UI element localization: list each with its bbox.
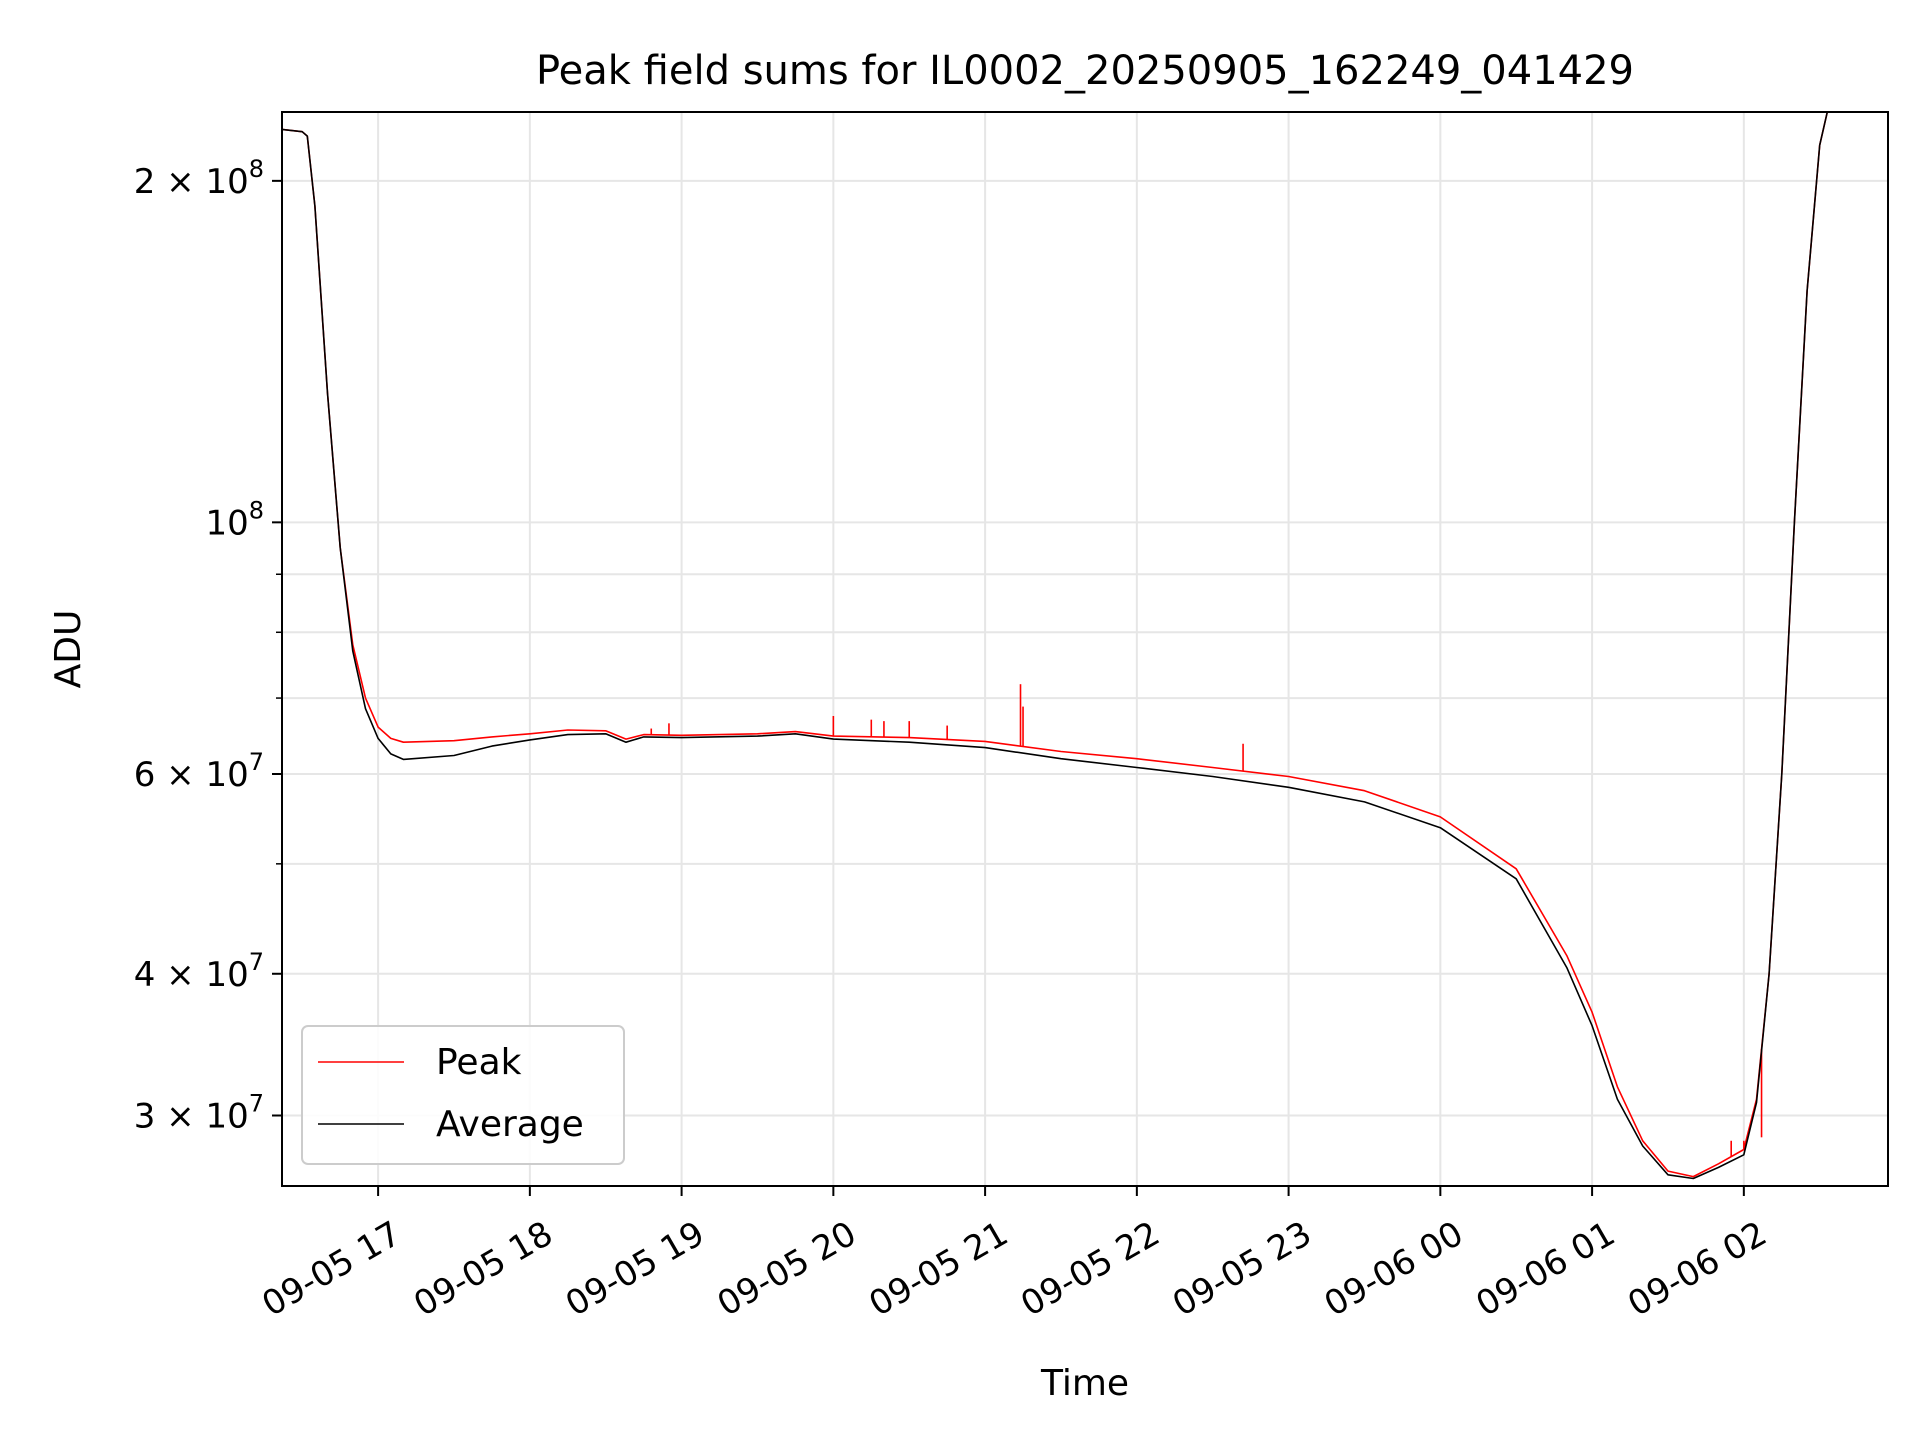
chart-title: Peak field sums for IL0002_20250905_1622…: [536, 48, 1634, 94]
legend: Peak Average: [301, 1025, 625, 1165]
grid: [282, 112, 1888, 1186]
plot-frame: [281, 111, 1889, 1187]
y-tick-label: 3 × 107: [134, 1089, 264, 1136]
series-layer: [282, 112, 1829, 1180]
legend-box: [301, 1025, 625, 1165]
x-axis-label: Time: [1040, 1363, 1129, 1404]
y-axis-label: ADU: [48, 610, 89, 689]
legend-label-average: Average: [436, 1104, 584, 1145]
y-tick-label: 4 × 107: [134, 948, 264, 995]
legend-label-peak: Peak: [436, 1042, 522, 1083]
series-line-average: [282, 112, 1829, 1180]
y-tick-label: 6 × 107: [134, 748, 264, 795]
y-tick-label: 2 × 108: [134, 155, 264, 202]
